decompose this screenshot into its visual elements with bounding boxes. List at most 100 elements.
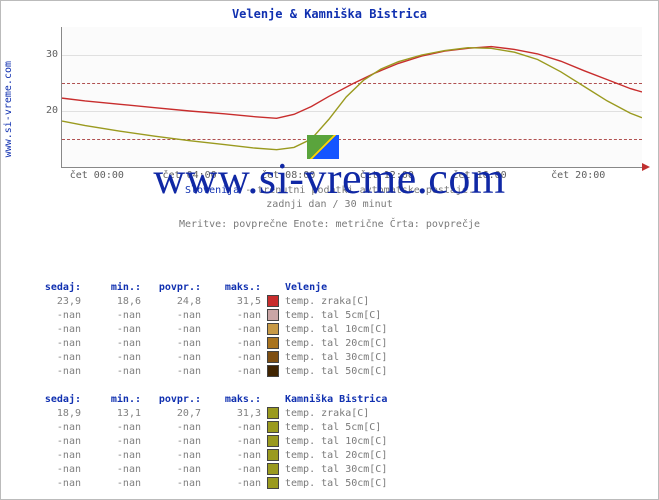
cell-value: -nan [207, 337, 267, 351]
meta-line-2: zadnji dan / 30 minut [1, 199, 658, 210]
cell-value: -nan [207, 421, 267, 435]
cell-value: -nan [147, 421, 207, 435]
cell-value: -nan [207, 351, 267, 365]
cell-value: -nan [147, 351, 207, 365]
color-swatch-icon [267, 407, 279, 419]
color-swatch-icon [267, 449, 279, 461]
cell-value: -nan [27, 323, 87, 337]
table-row: -nan-nan-nan-nantemp. tal 10cm[C] [27, 435, 393, 449]
cell-value: -nan [147, 435, 207, 449]
col-header: povpr.: [147, 393, 207, 407]
row-label: temp. tal 20cm[C] [285, 337, 393, 351]
y-tick-label: 30 [34, 49, 58, 60]
row-label: temp. tal 20cm[C] [285, 449, 393, 463]
cell-value: -nan [207, 477, 267, 491]
cell-value: -nan [87, 449, 147, 463]
cell-value: -nan [147, 337, 207, 351]
series-Kamniška Bistrica [62, 48, 642, 150]
cell-value: -nan [207, 449, 267, 463]
cell-value: -nan [87, 477, 147, 491]
cell-value: -nan [207, 309, 267, 323]
row-label: temp. tal 30cm[C] [285, 463, 393, 477]
col-header: Velenje [285, 281, 393, 295]
cell-value: -nan [27, 463, 87, 477]
col-header: sedaj: [27, 281, 87, 295]
cell-value: -nan [147, 323, 207, 337]
cell-value: 20,7 [147, 407, 207, 421]
cell-value: 18,6 [87, 295, 147, 309]
col-header: sedaj: [27, 393, 87, 407]
x-tick-label: čet 12:00 [360, 170, 414, 181]
cell-value: -nan [27, 351, 87, 365]
row-label: temp. tal 10cm[C] [285, 323, 393, 337]
cell-value: -nan [207, 365, 267, 379]
row-label: temp. tal 50cm[C] [285, 365, 393, 379]
x-tick-label: čet 16:00 [453, 170, 507, 181]
cell-value: -nan [87, 435, 147, 449]
row-label: temp. tal 5cm[C] [285, 309, 393, 323]
meta-line-3: Meritve: povprečne Enote: metrične Črta:… [1, 219, 658, 230]
table-row: -nan-nan-nan-nantemp. tal 20cm[C] [27, 449, 393, 463]
flag-icon [307, 135, 339, 159]
col-header: maks.: [207, 393, 267, 407]
row-label: temp. zraka[C] [285, 407, 393, 421]
meta-line-1: Slovenija - trenutni podatki avtomatske … [1, 185, 658, 196]
cell-value: -nan [87, 309, 147, 323]
cell-value: 31,3 [207, 407, 267, 421]
x-tick-label: čet 00:00 [70, 170, 124, 181]
cell-value: -nan [207, 323, 267, 337]
data-table-Velenje: sedaj:min.:povpr.:maks.:Velenje23,918,62… [27, 281, 393, 379]
col-header: min.: [87, 281, 147, 295]
x-tick-label: čet 20:00 [551, 170, 605, 181]
cell-value: 31,5 [207, 295, 267, 309]
color-swatch-icon [267, 309, 279, 321]
cell-value: -nan [87, 463, 147, 477]
table-row: 23,918,624,831,5 temp. zraka[C] [27, 295, 393, 309]
row-label: temp. tal 50cm[C] [285, 477, 393, 491]
row-label: temp. tal 5cm[C] [285, 421, 393, 435]
sidebar-credit: www.si-vreme.com [3, 61, 14, 157]
table-row: -nan-nan-nan-nantemp. tal 30cm[C] [27, 351, 393, 365]
table-row: -nan-nan-nan-nantemp. tal 10cm[C] [27, 323, 393, 337]
col-header: povpr.: [147, 281, 207, 295]
cell-value: -nan [27, 337, 87, 351]
col-header: min.: [87, 393, 147, 407]
cell-value: -nan [87, 351, 147, 365]
col-header: Kamniška Bistrica [285, 393, 393, 407]
cell-value: 24,8 [147, 295, 207, 309]
color-swatch-icon [267, 463, 279, 475]
color-swatch-icon [267, 435, 279, 447]
table-row: -nan-nan-nan-nantemp. tal 5cm[C] [27, 309, 393, 323]
cell-value: -nan [87, 421, 147, 435]
cell-value: 18,9 [27, 407, 87, 421]
cell-value: -nan [27, 365, 87, 379]
color-swatch-icon [267, 295, 279, 307]
row-label: temp. tal 30cm[C] [285, 351, 393, 365]
x-tick-label: čet 08:00 [261, 170, 315, 181]
col-header: maks.: [207, 281, 267, 295]
cell-value: -nan [27, 477, 87, 491]
table-row: -nan-nan-nan-nantemp. tal 20cm[C] [27, 337, 393, 351]
color-swatch-icon [267, 351, 279, 363]
y-tick-label: 20 [34, 105, 58, 116]
color-swatch-icon [267, 421, 279, 433]
cell-value: -nan [147, 365, 207, 379]
cell-value: -nan [147, 449, 207, 463]
chart-title: Velenje & Kamniška Bistrica [1, 7, 658, 21]
row-label: temp. tal 10cm[C] [285, 435, 393, 449]
row-label: temp. zraka[C] [285, 295, 393, 309]
cell-value: -nan [207, 435, 267, 449]
cell-value: -nan [87, 365, 147, 379]
color-swatch-icon [267, 477, 279, 489]
cell-value: -nan [27, 449, 87, 463]
table-row: -nan-nan-nan-nantemp. tal 50cm[C] [27, 365, 393, 379]
table-row: -nan-nan-nan-nantemp. tal 30cm[C] [27, 463, 393, 477]
chart-lines [62, 27, 642, 167]
cell-value: 13,1 [87, 407, 147, 421]
data-table-Kamniška Bistrica: sedaj:min.:povpr.:maks.: Kamniška Bistric… [27, 393, 393, 491]
cell-value: 23,9 [27, 295, 87, 309]
color-swatch-icon [267, 323, 279, 335]
cell-value: -nan [27, 435, 87, 449]
cell-value: -nan [147, 463, 207, 477]
table-row: 18,913,120,731,3 temp. zraka[C] [27, 407, 393, 421]
